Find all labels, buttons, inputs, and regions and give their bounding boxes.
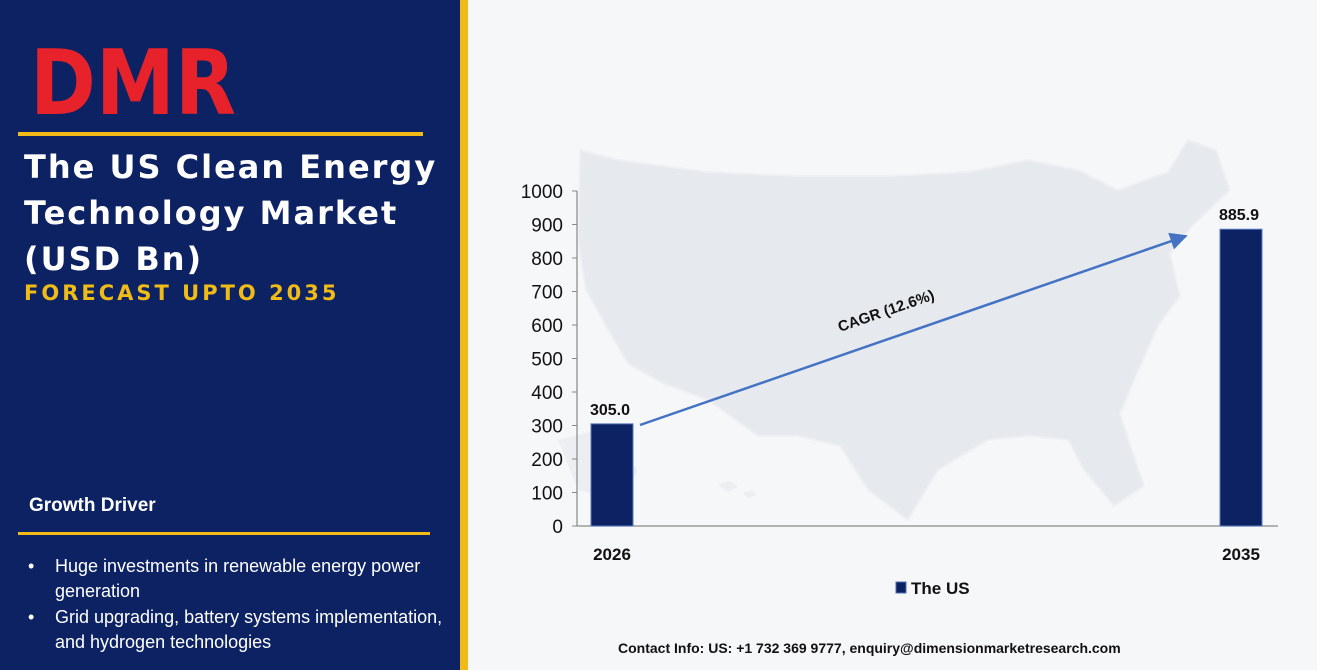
growth-driver-text: Huge investments in renewable energy pow…: [55, 556, 421, 601]
y-tick-label: 800: [531, 249, 563, 270]
title-line-1: The US Clean Energy: [24, 148, 438, 186]
growth-driver-title: Growth Driver: [29, 495, 156, 516]
contact-info: Contact Info: US: +1 732 369 9777, enqui…: [618, 640, 1121, 656]
data-label: 885.9: [1219, 207, 1259, 224]
y-tick-label: 900: [531, 216, 563, 237]
bar-group: [590, 228, 1263, 527]
x-tick-label: 2026: [593, 545, 631, 564]
growth-driver-list: • Huge investments in renewable energy p…: [28, 554, 448, 655]
left-panel: DMR The US Clean Energy Technology Marke…: [0, 0, 460, 670]
data-label: 305.0: [590, 402, 630, 419]
title-line-3: (USD Bn): [24, 240, 204, 278]
page-title: The US Clean Energy Technology Market (U…: [24, 144, 444, 282]
y-tick-group: 0 100 200 300 400 500 600 700 800 900 1000: [521, 182, 577, 538]
logo-text: DMR: [30, 40, 236, 120]
y-tick-label: 400: [531, 383, 563, 404]
dmr-logo: DMR: [30, 40, 236, 120]
y-tick-label: 100: [531, 484, 563, 505]
title-line-2: Technology Market: [24, 194, 399, 232]
growth-driver-text: Grid upgrading, battery systems implemen…: [55, 607, 443, 652]
legend-swatch: [895, 581, 907, 594]
y-tick-label: 700: [531, 283, 563, 304]
growth-driver-item: • Huge investments in renewable energy p…: [28, 554, 448, 604]
y-tick-label: 600: [531, 316, 563, 337]
bullet-glyph: •: [28, 607, 35, 627]
y-tick-label: 0: [552, 517, 563, 538]
growth-driver-rule: [18, 532, 430, 535]
legend: The US: [895, 579, 970, 598]
bar: [590, 423, 634, 527]
bullet-glyph: •: [28, 556, 35, 576]
bar-chart: 0 100 200 300 400 500 600 700 800 900 1000 2026 203…: [521, 182, 1278, 598]
chart-panel: 0 100 200 300 400 500 600 700 800 900 1000 2026 203…: [468, 0, 1317, 670]
forecast-subtitle: FORECAST UPTO 2035: [24, 281, 340, 305]
y-tick-label: 300: [531, 417, 563, 438]
x-label-group: 2026 2035: [593, 545, 1260, 564]
data-label-group: 305.0 885.9: [590, 207, 1259, 419]
x-tick-label: 2035: [1222, 545, 1260, 564]
y-tick-label: 1000: [521, 182, 563, 203]
legend-label: The US: [911, 579, 970, 598]
bar: [1219, 228, 1263, 527]
cagr-arrow: [639, 232, 1188, 427]
y-tick-label: 200: [531, 450, 563, 471]
title-rule: [18, 132, 423, 136]
growth-driver-item: • Grid upgrading, battery systems implem…: [28, 605, 448, 655]
gold-divider: [460, 0, 468, 670]
y-tick-label: 500: [531, 350, 563, 371]
